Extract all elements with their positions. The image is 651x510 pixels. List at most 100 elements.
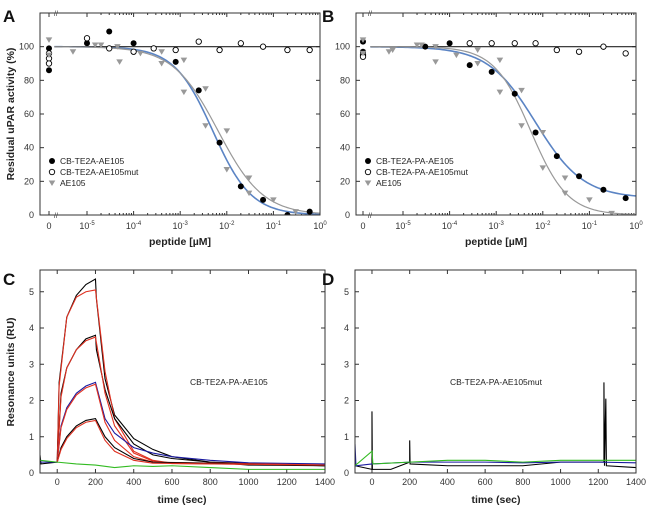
data-point xyxy=(600,43,607,50)
fit-curve xyxy=(54,45,320,215)
y-tick-label: 40 xyxy=(340,143,350,153)
x-tick-label: 1400 xyxy=(315,477,335,487)
x-tick-label: 1200 xyxy=(588,477,608,487)
data-point xyxy=(237,40,244,47)
data-point xyxy=(622,50,629,57)
data-point xyxy=(270,197,277,203)
x-tick-label: 200 xyxy=(88,477,103,487)
legend-label: CB-TE2A-AE105mut xyxy=(60,167,139,177)
sensorgram-trace xyxy=(40,459,325,470)
y-axis-label: Residual uPAR activity (%) xyxy=(5,48,17,181)
y-tick-label: 100 xyxy=(335,42,350,52)
annotation: CB-TE2A-PA-AE105mut xyxy=(450,377,543,387)
plot-frame xyxy=(354,269,637,474)
x-tick-label: 1200 xyxy=(277,477,297,487)
panel-label: A xyxy=(3,7,15,26)
data-point xyxy=(474,47,481,54)
data-point xyxy=(474,61,481,67)
data-point xyxy=(422,43,429,50)
data-point xyxy=(223,128,231,134)
y-tick-label: 80 xyxy=(340,75,350,85)
data-point xyxy=(158,49,165,55)
data-point xyxy=(553,46,560,54)
data-point xyxy=(150,45,157,52)
axis-break-icon: // xyxy=(368,213,372,220)
legend-marker xyxy=(365,158,371,164)
data-point xyxy=(284,46,291,54)
fit-curve xyxy=(54,46,320,214)
x-tick-label: 200 xyxy=(402,477,417,487)
x-tick-label: 100 xyxy=(313,221,327,231)
legend-marker xyxy=(48,168,56,176)
plot-frame xyxy=(355,12,637,216)
x-tick-label: 0 xyxy=(55,477,60,487)
panel-label: C xyxy=(3,270,15,289)
axis-break-icon: // xyxy=(54,11,58,18)
plot-area xyxy=(45,28,320,215)
y-tick-label: 3 xyxy=(344,359,349,369)
legend-marker xyxy=(48,180,56,186)
x-tick-label: 10-5 xyxy=(79,221,95,231)
sensorgram-trace xyxy=(56,289,325,466)
x-tick-label: 0 xyxy=(46,221,51,231)
data-point xyxy=(292,209,299,215)
annotation: CB-TE2A-PA-AE105 xyxy=(190,377,268,387)
y-tick-label: 2 xyxy=(29,396,34,406)
y-tick-label: 0 xyxy=(344,468,349,478)
x-tick-label: 800 xyxy=(203,477,218,487)
data-point xyxy=(553,153,560,160)
y-tick-label: 4 xyxy=(344,323,349,333)
data-point xyxy=(137,50,144,57)
axis-break-icon: // xyxy=(54,213,58,220)
data-point xyxy=(106,45,113,52)
legend-label: CB-TE2A-PA-AE105 xyxy=(376,156,454,166)
x-tick-label: 1000 xyxy=(551,477,571,487)
data-point xyxy=(46,45,52,52)
y-tick-label: 80 xyxy=(24,75,34,85)
x-axis-label: time (sec) xyxy=(471,494,520,506)
data-point xyxy=(359,50,367,57)
data-point xyxy=(130,40,137,47)
data-point xyxy=(488,40,495,47)
data-point xyxy=(432,59,439,65)
data-point xyxy=(45,60,53,67)
data-point xyxy=(600,186,607,193)
sensorgram-trace xyxy=(56,419,325,466)
data-point xyxy=(259,43,267,50)
y-tick-label: 2 xyxy=(344,396,349,406)
x-tick-label: 1000 xyxy=(238,477,258,487)
data-point xyxy=(586,197,593,203)
x-tick-label: 10-1 xyxy=(582,221,598,231)
x-tick-label: 800 xyxy=(515,477,530,487)
data-point xyxy=(195,38,202,45)
plot-frame xyxy=(39,12,321,216)
data-point xyxy=(466,40,473,47)
y-tick-label: 40 xyxy=(24,143,34,153)
panel-a: A 0 20 40 60 80 100 0 10-5 10-4 10-3 10-2 10-1 100 // /… xyxy=(3,7,327,248)
data-point xyxy=(561,190,569,197)
y-tick-label: 60 xyxy=(24,109,34,119)
y-tick-label: 0 xyxy=(345,210,350,220)
x-tick-label: 400 xyxy=(440,477,455,487)
legend-label: CB-TE2A-PA-AE105mut xyxy=(376,167,469,177)
sensorgram-trace xyxy=(56,334,325,467)
x-tick-label: 600 xyxy=(164,477,179,487)
data-point xyxy=(575,48,583,55)
panel-b: B 0 20 40 60 80 100 0 10-5 10-4 10-3 10-2 10-1 100 // /… xyxy=(322,7,643,248)
data-point xyxy=(488,68,495,75)
x-tick-label: 10-4 xyxy=(126,221,142,231)
data-point xyxy=(518,123,525,129)
x-tick-label: 10-2 xyxy=(219,221,235,231)
x-axis-label: time (sec) xyxy=(157,494,206,506)
y-tick-label: 3 xyxy=(29,359,34,369)
y-tick-label: 5 xyxy=(344,287,349,297)
x-axis-label: peptide [µM] xyxy=(465,236,527,248)
data-point xyxy=(202,123,209,129)
fit-curve xyxy=(370,46,636,215)
data-point xyxy=(83,35,91,42)
data-point xyxy=(216,139,223,146)
sensorgram-trace xyxy=(40,381,325,465)
panel-label: B xyxy=(322,7,334,26)
data-point xyxy=(180,89,188,96)
data-point xyxy=(532,129,539,136)
